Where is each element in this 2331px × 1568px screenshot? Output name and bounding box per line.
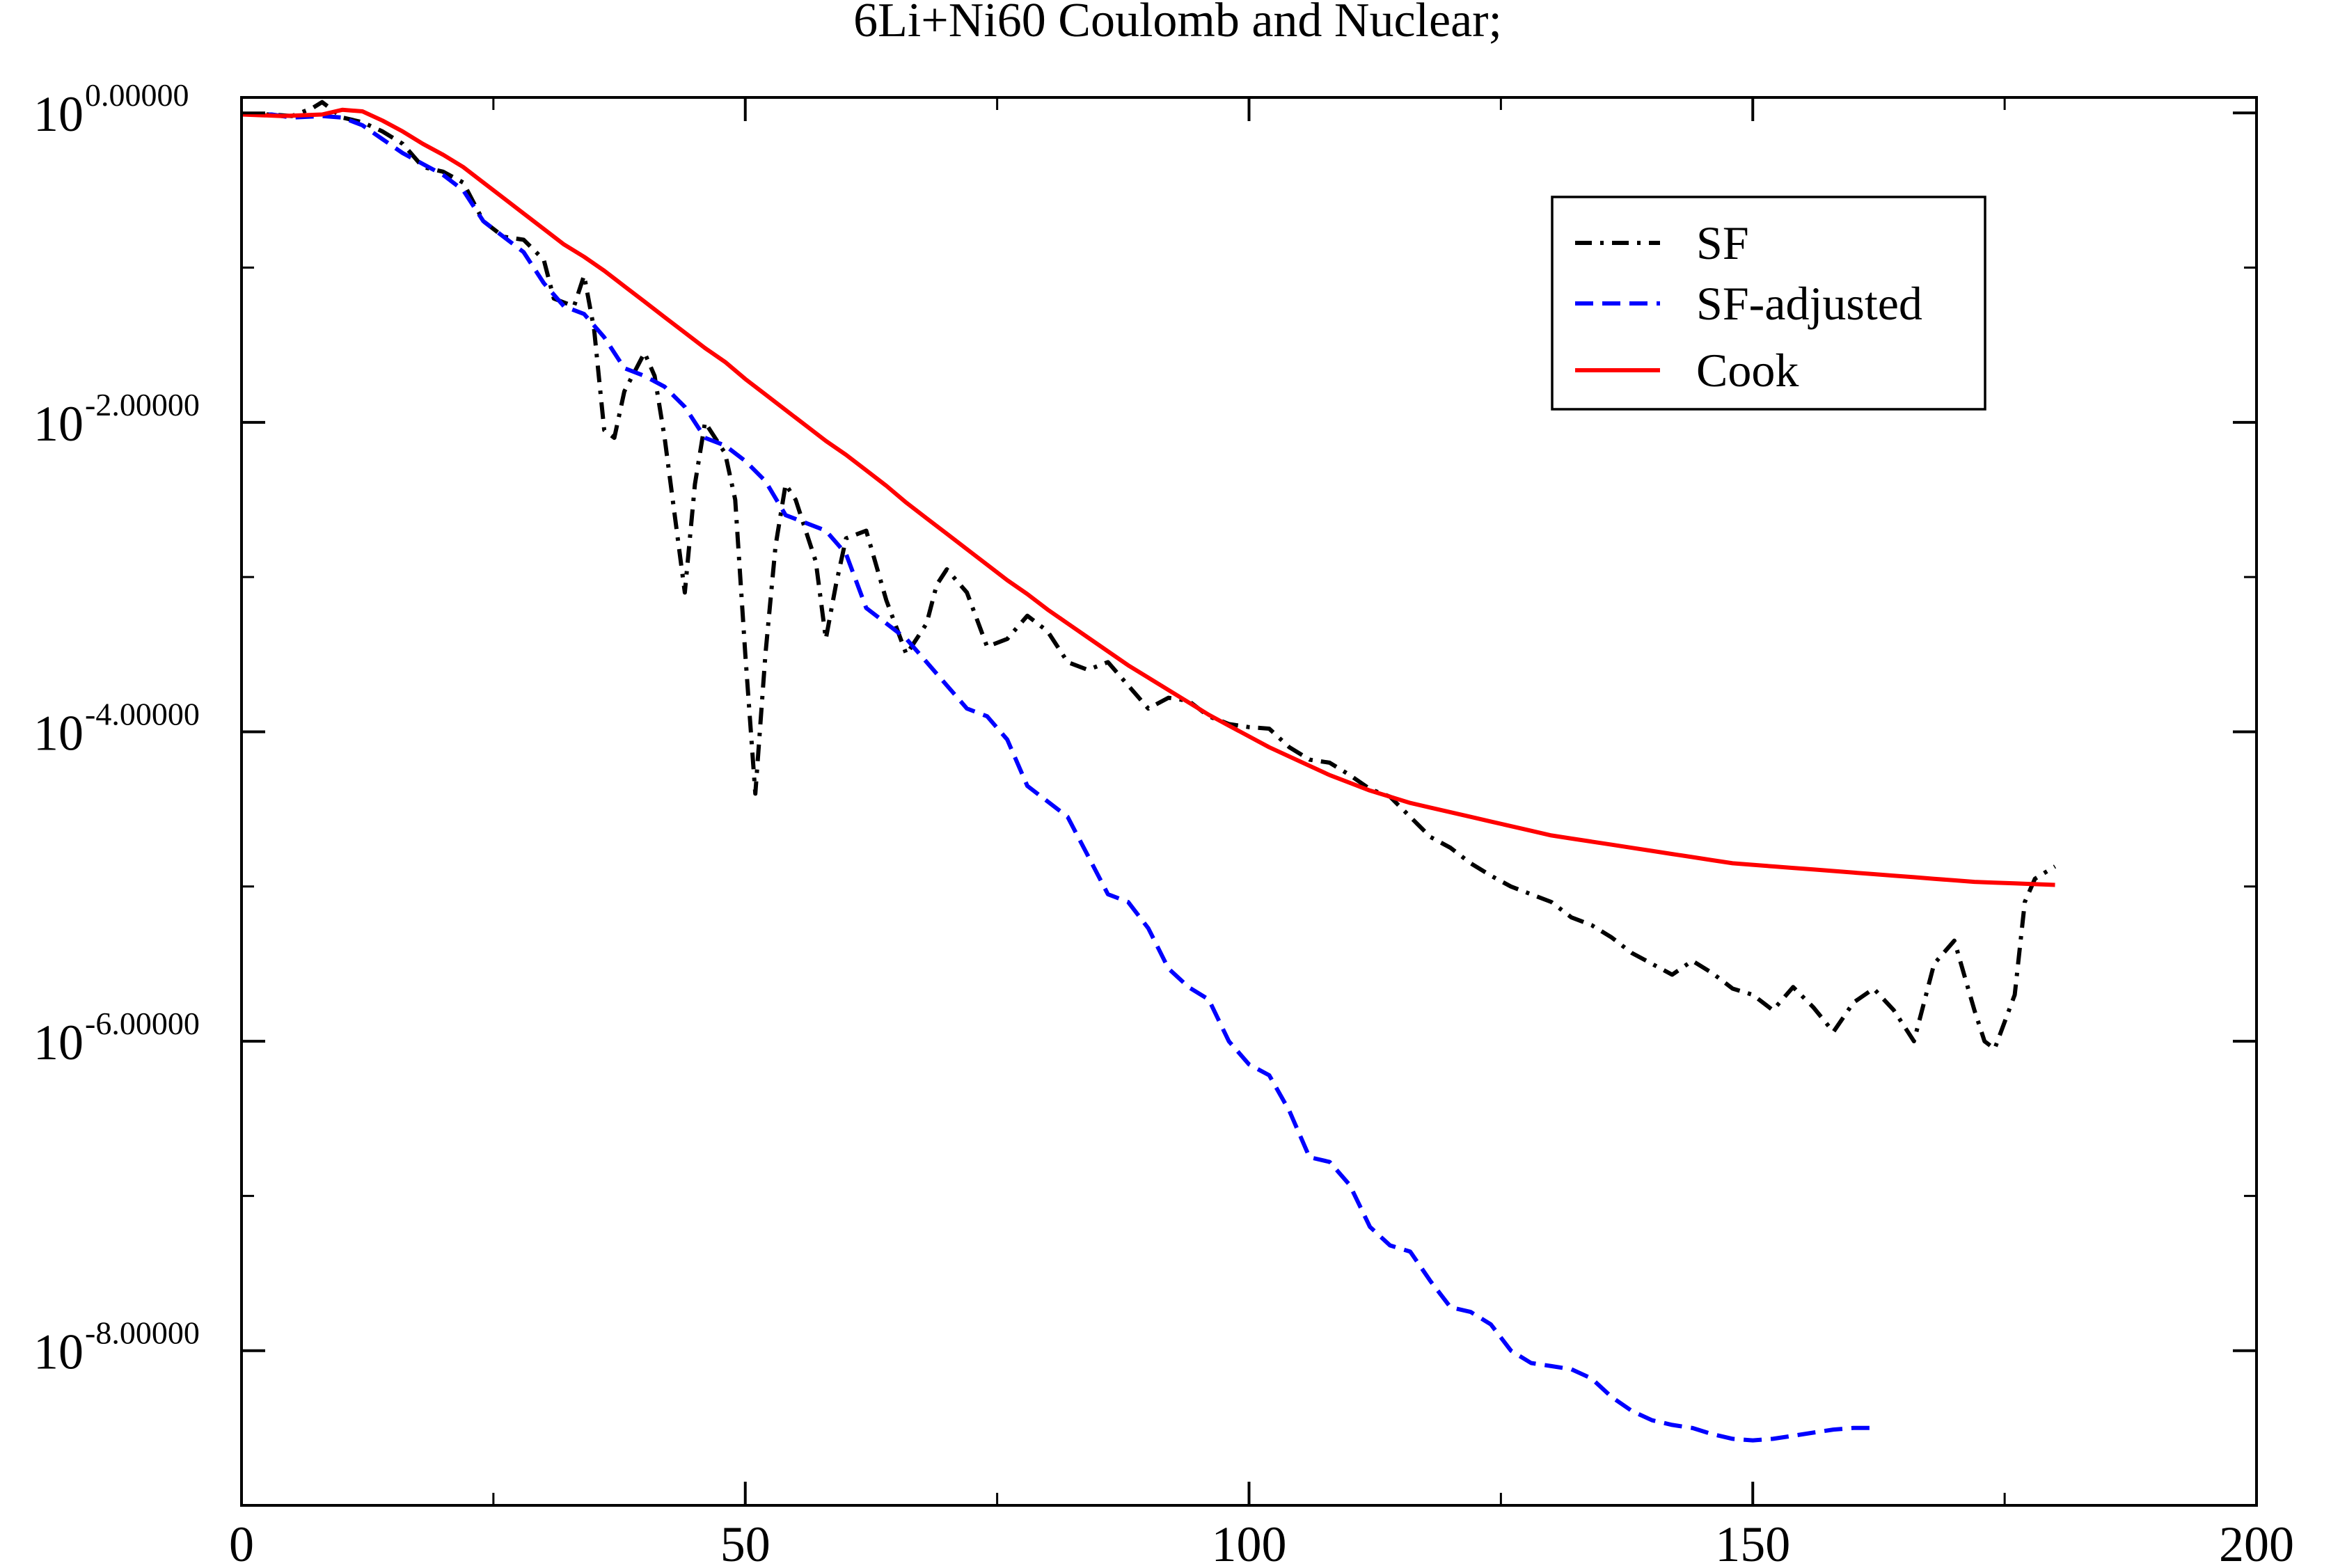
x-tick-label: 150 bbox=[1715, 1516, 1790, 1568]
series-line-sf bbox=[242, 100, 2057, 1052]
x-tick-label: 100 bbox=[1212, 1516, 1287, 1568]
legend-box bbox=[1551, 196, 1986, 411]
legend-label: SF-adjusted bbox=[1696, 277, 1922, 330]
legend-entries: SF SF-adjusted Cook bbox=[1575, 216, 1922, 397]
x-tick-label: 50 bbox=[720, 1516, 771, 1568]
series-layer bbox=[241, 100, 2057, 1443]
y-tick-label-base: 10 bbox=[33, 705, 84, 761]
legend: SF SF-adjusted Cook bbox=[1551, 196, 1986, 411]
series-line-cook bbox=[241, 107, 2055, 887]
y-tick-label-exponent: -2.00000 bbox=[85, 387, 200, 422]
chart-title: 6Li+Ni60 Coulomb and Nuclear; bbox=[853, 0, 1502, 47]
legend-label: Cook bbox=[1696, 344, 1799, 397]
series-line-sf-adjusted bbox=[242, 112, 1874, 1443]
y-tick-label-exponent: -8.00000 bbox=[85, 1315, 200, 1351]
y-tick-label-base: 10 bbox=[33, 86, 84, 142]
x-tick-label: 200 bbox=[2219, 1516, 2294, 1568]
y-tick-label-exponent: -4.00000 bbox=[85, 696, 200, 731]
legend-label: SF bbox=[1696, 216, 1749, 269]
y-tick-label-exponent: -6.00000 bbox=[85, 1006, 200, 1041]
x-tick-label: 0 bbox=[229, 1516, 254, 1568]
y-tick-label-exponent: 0.00000 bbox=[85, 77, 189, 113]
y-tick-label-base: 10 bbox=[33, 396, 84, 452]
y-tick-label-base: 10 bbox=[33, 1015, 84, 1070]
y-tick-label-base: 10 bbox=[33, 1324, 84, 1380]
